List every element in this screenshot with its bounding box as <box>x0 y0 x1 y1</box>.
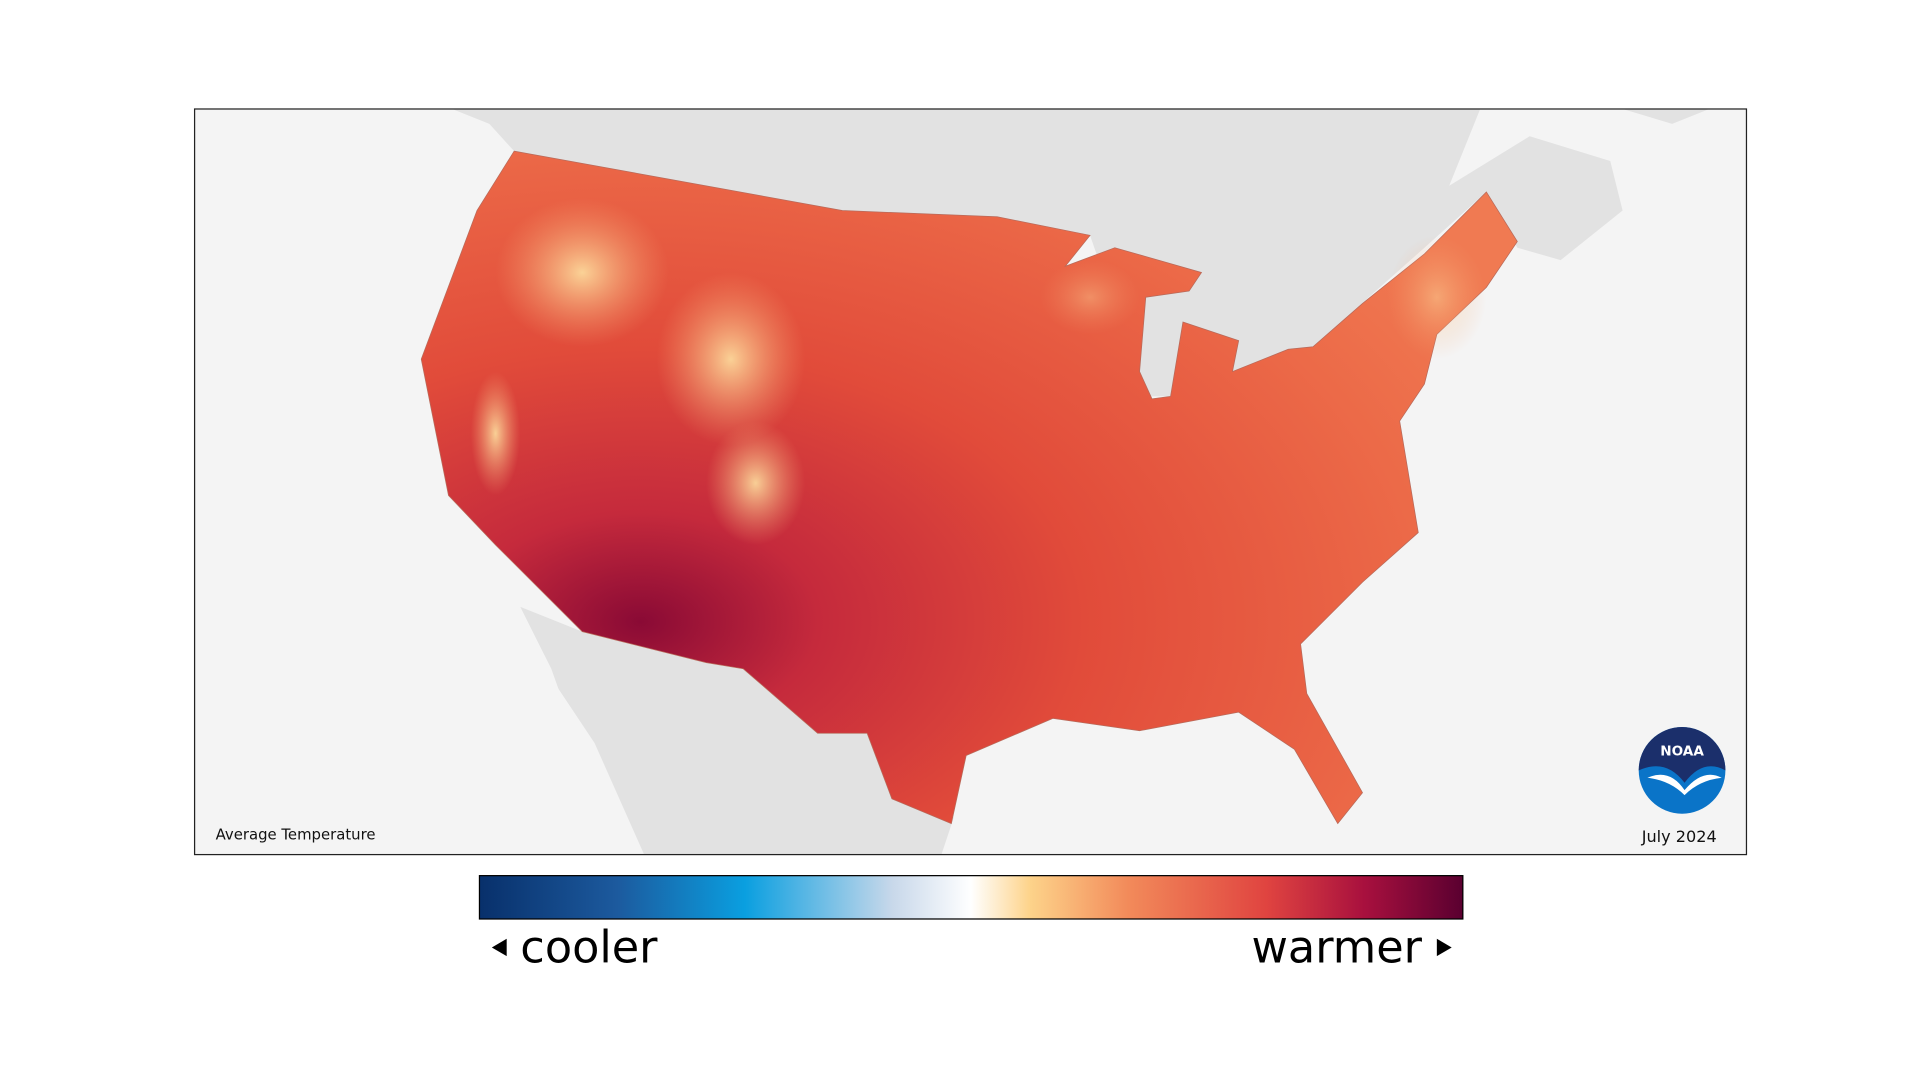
map-title: Average Temperature <box>216 826 376 844</box>
rockies-cool-area <box>656 272 806 446</box>
mexico-land <box>520 606 954 855</box>
noaa-logo: NOAA <box>1638 727 1726 814</box>
map-date: July 2024 <box>1641 827 1717 846</box>
superior-cool-area <box>1040 260 1140 335</box>
colorado-cool-area <box>706 421 806 545</box>
northern-rockies-cool-area <box>495 198 669 347</box>
appalachian-cool-area <box>1387 235 1487 360</box>
canada-island <box>1622 108 1710 124</box>
warmer-arrow <box>1436 938 1452 957</box>
color-scale <box>478 875 1464 920</box>
logo-bird <box>1647 774 1722 796</box>
map-frame <box>193 108 1748 856</box>
logo-text: NOAA <box>1660 744 1704 760</box>
map-layer <box>420 108 1710 855</box>
sierra-cool-area <box>470 371 521 496</box>
cooler-arrow <box>491 938 507 957</box>
warmer-label: warmer <box>1251 921 1422 973</box>
gulf-of-california <box>520 606 620 855</box>
cooler-label: cooler <box>520 921 658 973</box>
canada-land <box>452 108 1623 397</box>
logo-top <box>1638 727 1726 783</box>
